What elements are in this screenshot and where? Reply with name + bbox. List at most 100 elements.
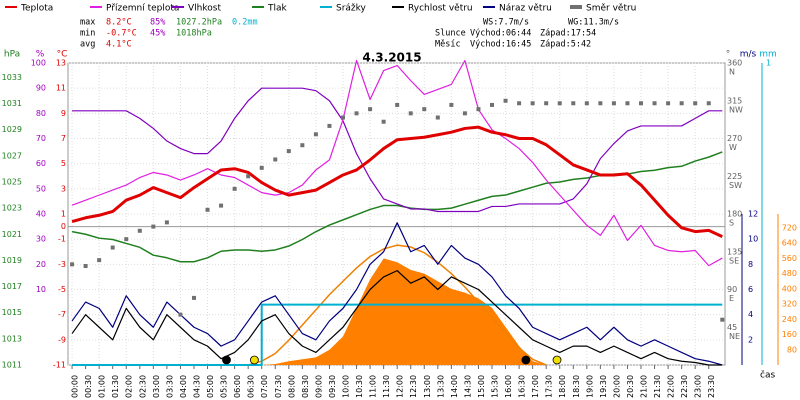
y-tick-label: 1013 bbox=[2, 334, 22, 343]
direction-point bbox=[462, 111, 467, 116]
x-tick-label: 14:00 bbox=[450, 375, 459, 398]
direction-point bbox=[611, 101, 616, 106]
astro: Západ:5:42 bbox=[540, 40, 591, 50]
compass-label: NE bbox=[729, 332, 740, 341]
series-line bbox=[71, 270, 723, 366]
direction-point bbox=[124, 237, 129, 242]
y-tick-label: 1 bbox=[766, 59, 771, 68]
direction-point bbox=[327, 123, 332, 128]
y-tick-label: 1025 bbox=[2, 177, 22, 186]
x-tick-label: 16:30 bbox=[518, 375, 527, 398]
y-tick-label: 270 bbox=[727, 134, 742, 143]
x-tick-label: 08:00 bbox=[287, 375, 296, 398]
y-tick-label: 0 bbox=[61, 222, 66, 231]
x-tick-label: 07:30 bbox=[274, 375, 283, 398]
legend-label: Přízemní teplota bbox=[106, 4, 179, 14]
x-tick-label: 19:00 bbox=[585, 375, 594, 398]
x-tick-label: 10:00 bbox=[341, 375, 350, 398]
y-tick-label: 560 bbox=[782, 254, 797, 263]
y-tick-label: 1015 bbox=[2, 308, 22, 317]
direction-point bbox=[584, 101, 589, 106]
y-tick-label: 5 bbox=[61, 159, 66, 168]
series-line bbox=[72, 303, 723, 366]
x-tick-label: 20:00 bbox=[612, 375, 621, 398]
y-tick-label: 1027 bbox=[2, 151, 22, 160]
y-tick-label: 11 bbox=[56, 84, 66, 93]
y-tick-label: -1 bbox=[58, 235, 66, 244]
y-tick-label: 720 bbox=[782, 223, 797, 232]
astro: Západ:17:54 bbox=[540, 29, 596, 39]
astro-marker bbox=[552, 355, 562, 365]
y-tick-label: 315 bbox=[727, 96, 742, 105]
stat: 8.2°C bbox=[106, 18, 132, 28]
x-tick-label: 07:00 bbox=[260, 375, 269, 398]
y-tick-label: 40 bbox=[36, 210, 46, 219]
y-tick-label: -3 bbox=[58, 260, 66, 269]
x-tick-label: 23:00 bbox=[694, 375, 703, 398]
stat: -0.7°C bbox=[106, 29, 137, 39]
y-tick-label: 10 bbox=[36, 285, 46, 294]
y-tick-label: -5 bbox=[58, 285, 66, 294]
astro: Východ:16:45 bbox=[470, 40, 531, 50]
y-tick-label: 8 bbox=[748, 260, 753, 269]
x-tick-label: 17:30 bbox=[545, 375, 554, 398]
y-tick-label: 225 bbox=[727, 172, 742, 181]
y-tick-label: 1031 bbox=[2, 99, 22, 108]
x-tick-label: 20:30 bbox=[626, 375, 635, 398]
stat: 85% bbox=[150, 18, 165, 28]
stats: max 8.2°C 85% 1027.2hPa 0.2mm min -0.7°C… bbox=[80, 18, 619, 50]
x-tick-label: 11:30 bbox=[382, 375, 391, 398]
direction-point bbox=[246, 174, 251, 179]
direction-point bbox=[219, 203, 224, 208]
x-tick-label: 04:00 bbox=[179, 375, 188, 398]
x-tick-label: 10:30 bbox=[355, 375, 364, 398]
direction-point bbox=[164, 220, 169, 225]
direction-point bbox=[232, 186, 237, 191]
direction-point bbox=[503, 98, 508, 103]
compass-label: SW bbox=[729, 181, 742, 190]
direction-point bbox=[205, 207, 210, 212]
compass-label: S bbox=[729, 219, 734, 228]
direction-point bbox=[273, 157, 278, 162]
compass-label: W bbox=[729, 143, 737, 152]
direction-point bbox=[178, 312, 183, 317]
y-tick-label: 6 bbox=[748, 285, 753, 294]
direction-point bbox=[381, 119, 386, 124]
x-tick-label: 13:30 bbox=[436, 375, 445, 398]
direction-point bbox=[259, 165, 264, 170]
stat-label: max bbox=[80, 18, 95, 28]
direction-point bbox=[530, 101, 535, 106]
y-tick-label: 320 bbox=[782, 300, 797, 309]
x-tick-label: 01:30 bbox=[111, 375, 120, 398]
wind-stat: WS:7.7m/s bbox=[483, 18, 529, 28]
x-tick-label: 22:00 bbox=[667, 375, 676, 398]
series-line bbox=[72, 87, 723, 213]
y-tick-label: 12 bbox=[748, 210, 758, 219]
y-tick-label: 30 bbox=[36, 235, 46, 244]
x-tick-label: 21:30 bbox=[653, 375, 662, 398]
y-tick-label: 80 bbox=[787, 345, 797, 354]
x-tick-label: 06:30 bbox=[247, 375, 256, 398]
y-tick-label: 1 bbox=[61, 210, 66, 219]
astro-label: Slunce bbox=[435, 29, 466, 39]
legend-label: Vlhkost bbox=[188, 4, 221, 14]
direction-point bbox=[571, 101, 576, 106]
x-tick-label: 02:00 bbox=[125, 375, 134, 398]
y-tick-label: 80 bbox=[36, 109, 46, 118]
y-tick-label: 240 bbox=[782, 315, 797, 324]
y-tick-label: 7 bbox=[61, 134, 66, 143]
x-tick-label: 15:00 bbox=[477, 375, 486, 398]
stat: 45% bbox=[150, 29, 165, 39]
direction-point bbox=[679, 101, 684, 106]
compass-label: NW bbox=[729, 105, 743, 114]
stat: 1027.2hPa bbox=[176, 18, 222, 28]
legend-label: Náraz větru bbox=[499, 4, 552, 14]
y-tick-label: 1017 bbox=[2, 282, 22, 291]
x-tick-label: 00:00 bbox=[71, 375, 80, 398]
series-line bbox=[71, 59, 723, 267]
x-tick-label: 21:00 bbox=[640, 375, 649, 398]
x-tick-label: 17:00 bbox=[531, 375, 540, 398]
x-tick-label: 09:30 bbox=[328, 375, 337, 398]
y-tick-label: 3 bbox=[61, 184, 66, 193]
y-tick-label: 10 bbox=[748, 235, 758, 244]
